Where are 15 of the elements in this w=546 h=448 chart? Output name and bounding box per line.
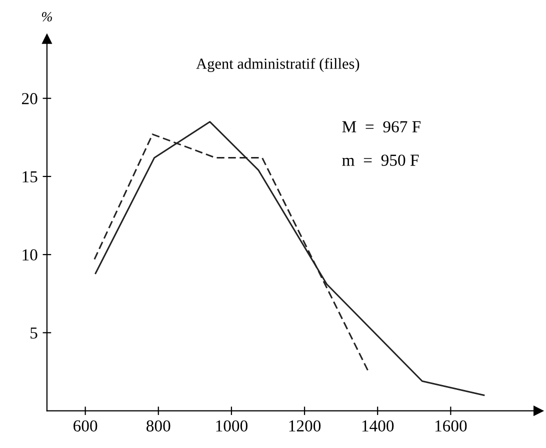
annotation: m = 950 F: [342, 154, 419, 166]
x-tick-label: 600: [74, 420, 98, 432]
x-tick-label: 800: [146, 420, 170, 432]
annotation: M = 967 F: [342, 121, 421, 132]
line-series: [94, 121, 485, 396]
x-tick-label: 1600: [435, 420, 467, 432]
text: Agent administratif (filles): [196, 58, 360, 72]
y-axis-title: %: [42, 12, 52, 22]
y-tick-label: 15: [22, 171, 38, 182]
x-tick-label: 1000: [216, 420, 248, 432]
x-tick-label: 1400: [362, 420, 394, 432]
y-tick-label: 10: [22, 249, 38, 261]
y-tick-label: 20: [22, 93, 38, 104]
x-tick-label: 1200: [289, 420, 321, 432]
y-tick-label: 5: [30, 328, 38, 339]
